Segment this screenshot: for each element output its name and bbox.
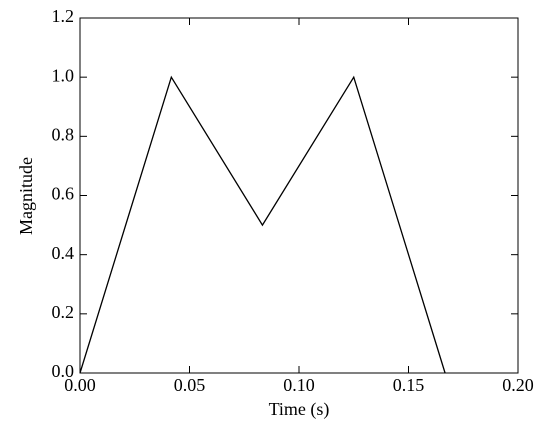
y-tick-label: 0.2 [52, 302, 75, 322]
x-axis-label: Time (s) [269, 399, 330, 420]
y-tick-label: 0.4 [52, 243, 75, 263]
y-tick-label: 0.0 [52, 361, 75, 381]
x-tick-label: 0.00 [64, 375, 96, 395]
x-tick-label: 0.20 [502, 375, 534, 395]
y-tick-label: 1.2 [52, 6, 75, 26]
y-tick-label: 0.8 [52, 124, 75, 144]
data-line [79, 75, 446, 374]
x-tick-label: 0.10 [283, 375, 315, 395]
y-tick-label: 1.0 [52, 65, 75, 85]
x-tick-label: 0.15 [393, 375, 425, 395]
y-axis-label: Magnitude [16, 157, 36, 235]
y-tick-label: 0.6 [52, 184, 75, 204]
plot-frame [79, 17, 519, 374]
x-tick-label: 0.05 [174, 375, 206, 395]
